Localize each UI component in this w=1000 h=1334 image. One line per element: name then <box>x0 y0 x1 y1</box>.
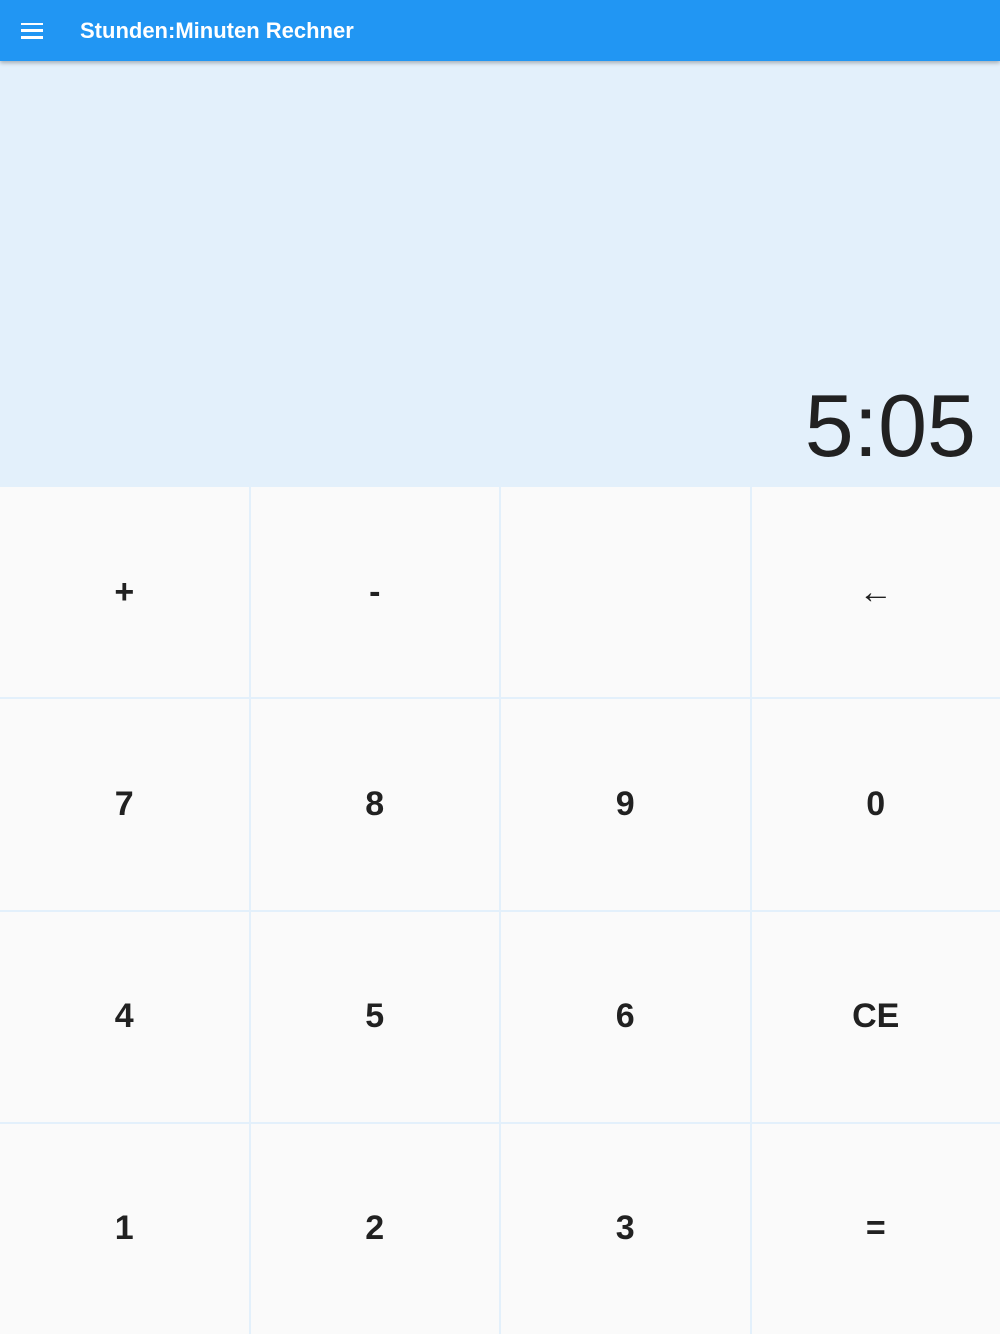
key-0-button[interactable]: 0 <box>751 699 1000 910</box>
key-empty-button[interactable] <box>501 487 750 698</box>
key-6-button[interactable]: 6 <box>501 911 750 1122</box>
keypad: + - ← 7 8 9 0 4 5 6 CE 1 2 3 = <box>0 487 1000 1334</box>
key-4-button[interactable]: 4 <box>0 911 249 1122</box>
key-3-button[interactable]: 3 <box>501 1123 750 1334</box>
display-value: 5:05 <box>804 376 976 475</box>
key-backspace-button[interactable]: ← <box>751 487 1000 698</box>
key-equals-button[interactable]: = <box>751 1123 1000 1334</box>
key-minus-button[interactable]: - <box>250 487 499 698</box>
app-bar: Stunden:Minuten Rechner <box>0 0 1000 61</box>
key-7-button[interactable]: 7 <box>0 699 249 910</box>
app-title: Stunden:Minuten Rechner <box>80 17 354 43</box>
key-1-button[interactable]: 1 <box>0 1123 249 1334</box>
key-5-button[interactable]: 5 <box>250 911 499 1122</box>
key-8-button[interactable]: 8 <box>250 699 499 910</box>
key-2-button[interactable]: 2 <box>250 1123 499 1334</box>
key-plus-button[interactable]: + <box>0 487 249 698</box>
result-display: 5:05 <box>0 61 1000 487</box>
key-9-button[interactable]: 9 <box>501 699 750 910</box>
key-clear-button[interactable]: CE <box>751 911 1000 1122</box>
hamburger-menu-icon[interactable] <box>21 22 43 39</box>
